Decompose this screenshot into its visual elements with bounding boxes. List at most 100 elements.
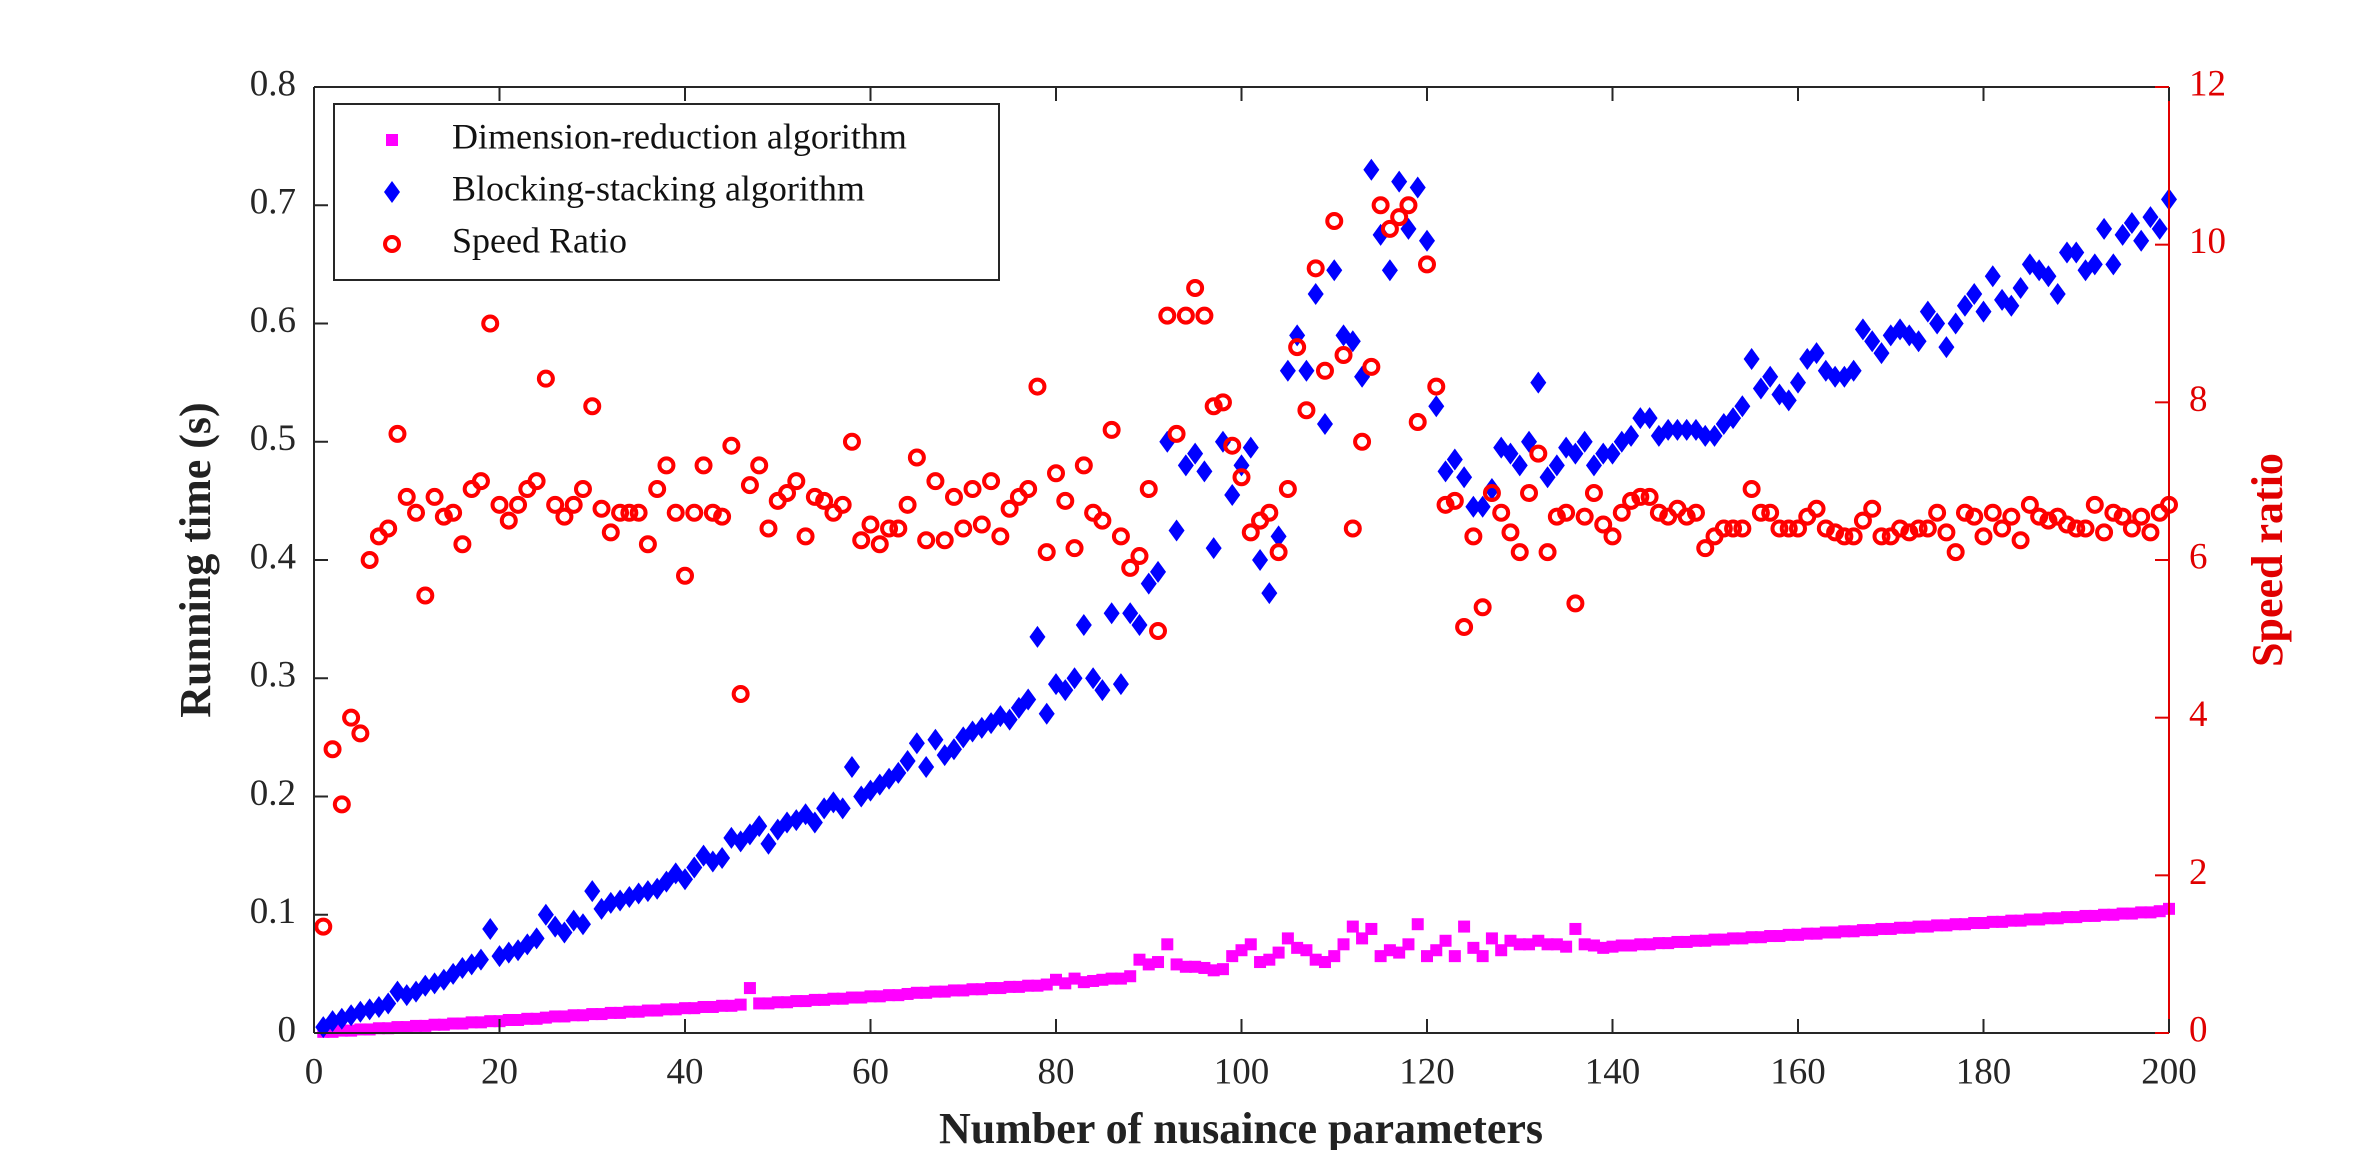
square-point xyxy=(1207,964,1220,977)
circle-point xyxy=(314,917,333,936)
circle-point xyxy=(1779,519,1798,538)
diamond-point xyxy=(843,755,860,778)
square-point xyxy=(1634,938,1647,951)
circle-point xyxy=(703,503,722,522)
square-point xyxy=(1068,972,1081,985)
circle-point xyxy=(1139,480,1158,499)
circle-point xyxy=(1993,519,2012,538)
circle-point xyxy=(1195,306,1214,325)
circle-point xyxy=(1974,527,1993,546)
circle-point xyxy=(2104,503,2123,522)
diamond-point xyxy=(1483,478,1500,501)
circle-point xyxy=(629,503,648,522)
diamond-point xyxy=(2123,211,2140,234)
circle-point xyxy=(1473,598,1492,617)
square-point xyxy=(1940,919,1953,932)
circle-point xyxy=(805,487,824,506)
square-point xyxy=(1587,939,1600,952)
circle-point xyxy=(880,519,899,538)
square-point xyxy=(1235,944,1248,957)
diamond-point xyxy=(1437,460,1454,483)
circle-point xyxy=(2122,519,2141,538)
circle-point xyxy=(1047,464,1065,483)
circle-point xyxy=(407,503,426,522)
square-point xyxy=(1430,944,1443,957)
diamond-point xyxy=(1298,359,1315,382)
square-point xyxy=(743,982,756,995)
x-tick-label: 80 xyxy=(1038,1051,1075,1092)
square-point xyxy=(1485,932,1498,945)
square-point xyxy=(1801,927,1814,940)
square-point xyxy=(2135,906,2148,919)
square-point xyxy=(1133,953,1146,966)
diamond-point xyxy=(2096,217,2113,240)
circle-point xyxy=(1853,511,1872,530)
circle-point xyxy=(1649,503,1668,522)
diamond-point xyxy=(1085,667,1102,690)
square-point xyxy=(539,1011,552,1024)
diamond-point xyxy=(2040,265,2057,288)
square-point xyxy=(1087,974,1100,987)
circle-point xyxy=(833,495,852,514)
circle-point xyxy=(1594,515,1613,534)
diamond-point xyxy=(482,917,499,940)
square-point xyxy=(1736,932,1749,945)
y-tick-label: 0.7 xyxy=(250,182,296,223)
square-point xyxy=(2042,912,2055,925)
square-point xyxy=(1652,937,1665,950)
square-point xyxy=(1411,918,1424,931)
square-point xyxy=(623,1005,636,1018)
circle-point xyxy=(379,519,398,538)
circle-point xyxy=(1232,468,1251,487)
square-point xyxy=(1986,915,1999,928)
diamond-point xyxy=(1762,365,1779,388)
square-point xyxy=(1458,920,1471,933)
circle-point xyxy=(907,448,926,467)
y-tick-label: 0.5 xyxy=(250,418,296,459)
diamond-point xyxy=(1131,614,1148,637)
circle-point xyxy=(332,795,351,814)
circle-point xyxy=(592,499,611,518)
square-point xyxy=(2088,909,2101,922)
circle-point xyxy=(1835,527,1854,546)
circle-point xyxy=(1761,503,1780,522)
diamond-point xyxy=(1029,625,1046,648)
circle-point xyxy=(1427,377,1446,396)
circle-point xyxy=(453,535,472,554)
circle-point xyxy=(870,535,889,554)
circle-point xyxy=(1204,397,1223,416)
diamond-point xyxy=(1419,229,1435,252)
circle-point xyxy=(1065,539,1084,558)
diamond-point xyxy=(714,846,731,869)
square-point xyxy=(1170,958,1183,971)
x-tick-label: 40 xyxy=(667,1051,704,1092)
square-point xyxy=(1569,922,1582,935)
diamond-point xyxy=(1252,549,1269,571)
diamond-point xyxy=(1984,265,2001,288)
circle-point xyxy=(861,515,880,534)
diamond-point xyxy=(2012,277,2029,300)
legend-label: Dimension-reduction algorithm xyxy=(452,116,907,156)
circle-point xyxy=(2020,495,2039,514)
square-point xyxy=(2005,914,2018,927)
diamond-point xyxy=(1140,572,1157,595)
circle-point xyxy=(573,480,592,499)
circle-point xyxy=(388,424,407,443)
diamond-point xyxy=(806,811,823,834)
axes: 0 20 40 60 80 100 120 140 160 180 20000.10.20.30.4… xyxy=(250,63,2226,1092)
square-point xyxy=(855,991,868,1004)
diamond-point xyxy=(1808,342,1825,365)
square-point xyxy=(1272,946,1285,959)
square-point xyxy=(502,1013,515,1026)
square-point xyxy=(614,1006,627,1019)
diamond-point xyxy=(537,903,554,926)
legend-box xyxy=(333,103,1000,281)
square-point xyxy=(456,1017,469,1030)
square-point xyxy=(447,1017,460,1030)
circle-point xyxy=(759,519,778,538)
diamond-point xyxy=(1316,413,1333,436)
legend-label: Blocking-stacking algorithm xyxy=(452,168,865,208)
square-point xyxy=(1727,932,1740,945)
diamond-point xyxy=(556,921,573,944)
square-point xyxy=(2116,907,2129,920)
